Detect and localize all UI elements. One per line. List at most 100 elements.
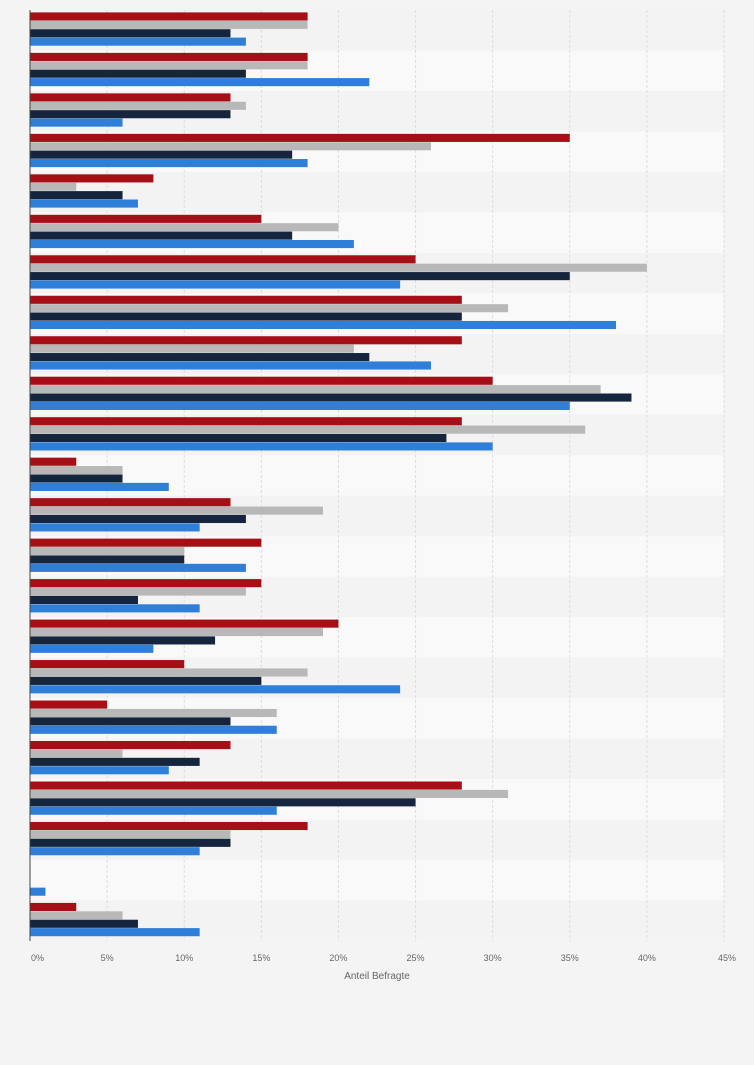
bar (30, 199, 138, 208)
bar (30, 523, 200, 532)
bar (30, 393, 632, 402)
bar (30, 263, 647, 272)
bar (30, 118, 123, 127)
x-tick-label: 30% (484, 953, 502, 963)
x-tick-label: 25% (407, 953, 425, 963)
bar (30, 847, 200, 856)
bar (30, 353, 370, 362)
bar (30, 425, 586, 434)
x-tick-label: 0% (31, 953, 44, 963)
bar (30, 280, 401, 289)
bar (30, 255, 416, 264)
bar (30, 61, 308, 70)
bar (30, 741, 231, 750)
bar (30, 223, 339, 232)
bar (30, 563, 246, 572)
bar (30, 700, 108, 709)
bar (30, 12, 308, 21)
bar (30, 133, 570, 142)
bar (30, 627, 324, 637)
bar (30, 239, 354, 249)
bar (30, 636, 216, 645)
bar (30, 457, 77, 466)
bar (30, 474, 123, 483)
bar (30, 668, 308, 677)
bar (30, 749, 123, 758)
bar (30, 604, 200, 613)
bar (30, 482, 169, 491)
bar (30, 619, 339, 628)
bar (30, 361, 431, 370)
bar (30, 644, 154, 653)
bar (30, 101, 246, 110)
bar (30, 781, 462, 790)
bar (30, 304, 509, 313)
x-tick-labels: 0% 5% 10% 15% 20% 25% 30% 35% 40% 45% (31, 953, 736, 963)
bar (30, 401, 570, 411)
bar (30, 928, 200, 937)
bar (30, 142, 431, 151)
bar (30, 466, 123, 475)
bar (30, 442, 493, 451)
bar (30, 498, 231, 507)
bar (30, 821, 308, 831)
bar (30, 110, 231, 119)
x-axis-label: Anteil Befragte (344, 971, 410, 982)
bar (30, 587, 246, 596)
x-tick-label: 35% (561, 953, 579, 963)
bar (30, 376, 493, 385)
bar (30, 595, 138, 604)
bar (30, 93, 231, 102)
bar (30, 806, 277, 815)
bar (30, 69, 246, 78)
bar (30, 514, 246, 524)
x-tick-label: 15% (252, 953, 270, 963)
bar (30, 830, 231, 839)
bar (30, 757, 200, 766)
bar (30, 174, 154, 183)
bar (30, 919, 138, 928)
bar (30, 231, 293, 240)
bar (30, 385, 601, 394)
bar (30, 798, 416, 807)
bar (30, 29, 231, 38)
bars (30, 12, 647, 937)
bar (30, 506, 324, 515)
bar (30, 547, 185, 556)
bar (30, 538, 262, 547)
bar (30, 52, 308, 61)
bar (30, 433, 447, 443)
bar (30, 579, 262, 588)
bar (30, 555, 185, 564)
bar (30, 766, 169, 775)
bar (30, 336, 462, 345)
bar (30, 717, 231, 726)
row-band (30, 860, 724, 901)
bar (30, 725, 277, 734)
x-tick-label: 5% (101, 953, 114, 963)
x-tick-label: 20% (329, 953, 347, 963)
bar (30, 150, 293, 159)
bar (30, 159, 308, 168)
x-tick-label: 40% (638, 953, 656, 963)
bar (30, 660, 185, 669)
bar (30, 838, 231, 847)
x-tick-label: 10% (175, 953, 193, 963)
bar (30, 214, 262, 223)
bar (30, 191, 123, 200)
bar (30, 789, 509, 798)
bar (30, 887, 46, 896)
bar (30, 676, 262, 685)
bar (30, 272, 570, 281)
bar (30, 902, 77, 912)
x-tick-label: 45% (718, 953, 736, 963)
bar (30, 320, 617, 330)
bar (30, 20, 308, 29)
bar (30, 312, 462, 321)
bar (30, 344, 354, 353)
bar (30, 685, 401, 694)
bar (30, 295, 462, 304)
bar (30, 78, 370, 87)
